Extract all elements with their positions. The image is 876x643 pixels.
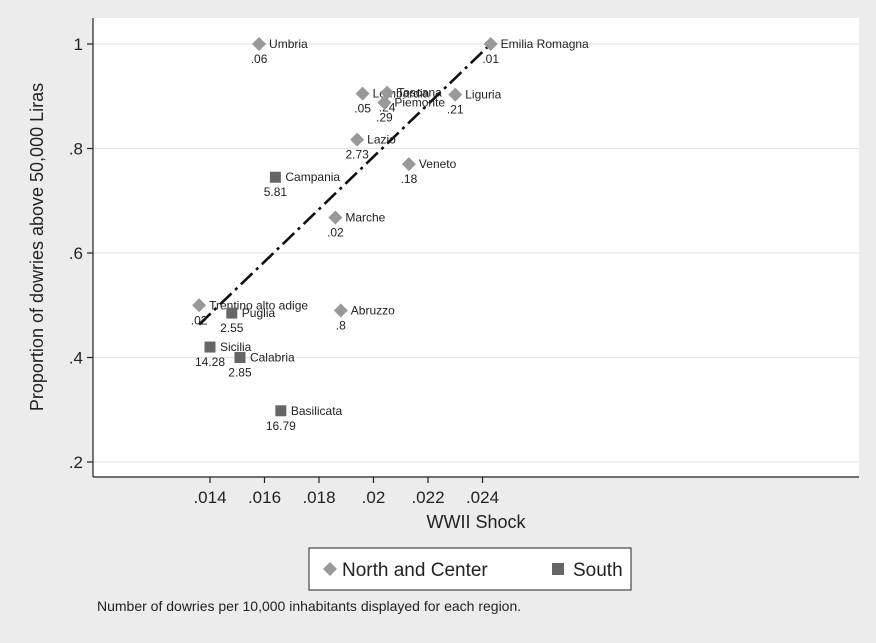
region-label: Basilicata: [291, 404, 343, 418]
dowry-count-label: 5.81: [264, 185, 288, 199]
dowry-count-label: .8: [336, 318, 346, 332]
region-label: Puglia: [242, 306, 276, 320]
y-tick-label: 1: [74, 35, 83, 54]
x-tick-label: .022: [411, 488, 444, 507]
data-point-diamond: [192, 298, 207, 313]
region-label: Marche: [345, 210, 385, 224]
region-label: Sicilia: [220, 340, 252, 354]
legend-square-icon: [552, 563, 564, 575]
region-label: Emilia Romagna: [501, 37, 589, 51]
dowry-count-label: 16.79: [266, 419, 296, 433]
data-point-diamond: [483, 37, 498, 51]
data-point-diamond: [350, 132, 365, 147]
y-tick-label: .6: [69, 244, 83, 263]
y-axis-ticks: .2 .4 .6 .8 1: [69, 35, 93, 472]
data-point-square: [234, 352, 246, 363]
x-tick-label: .02: [362, 488, 386, 507]
dowry-count-label: 14.28: [195, 355, 225, 369]
fit-line: [198, 43, 492, 326]
data-point-diamond: [377, 95, 392, 110]
data-point-diamond: [401, 157, 416, 172]
region-label: Piemonte: [394, 96, 445, 110]
dowry-count-label: .02: [327, 225, 344, 239]
x-tick-label: .014: [193, 488, 226, 507]
legend-diamond-icon: [323, 562, 337, 576]
y-tick-label: .8: [69, 140, 83, 159]
region-label: Liguria: [465, 88, 501, 102]
dowry-count-label: .01: [482, 52, 499, 66]
data-point-square: [269, 171, 281, 183]
chart-note: Number of dowries per 10,000 inhabitants…: [97, 598, 521, 614]
data-point-diamond: [252, 37, 267, 51]
region-label: Campania: [285, 170, 340, 184]
x-tick-label: .016: [248, 488, 281, 507]
region-label: Abruzzo: [351, 303, 395, 317]
region-label: Calabria: [250, 351, 295, 365]
y-tick-label: .4: [69, 349, 83, 368]
legend-label-north: North and Center: [342, 560, 488, 581]
axes: [92, 18, 859, 478]
data-point-square: [275, 405, 287, 417]
data-point-diamond: [448, 87, 463, 102]
dowry-count-label: .02: [191, 313, 208, 327]
dowry-count-label: 2.85: [228, 366, 252, 380]
y-tick-label: .2: [69, 453, 83, 472]
y-axis-title: Proportion of dowries above 50,000 Liras: [27, 83, 47, 411]
dowry-count-label: .06: [251, 52, 268, 66]
x-axis-title: WWII Shock: [426, 512, 526, 532]
data-point-diamond: [328, 210, 343, 225]
region-label: Toscana: [397, 86, 442, 100]
x-tick-label: .024: [466, 488, 499, 507]
dowry-count-label: .18: [401, 172, 418, 186]
data-point-square: [226, 307, 238, 319]
dowry-count-label: .29: [376, 111, 393, 125]
dowry-count-label: 2.55: [220, 321, 244, 335]
grid: [93, 43, 859, 463]
data-point-diamond: [355, 86, 370, 101]
region-label: Umbria: [269, 37, 308, 51]
data-point-diamond: [333, 303, 348, 318]
data-point-square: [204, 341, 216, 353]
x-tick-label: .018: [302, 488, 335, 507]
fit-line-segment: [198, 43, 492, 326]
data-point-diamond: [380, 85, 395, 100]
dowry-count-label: .05: [354, 102, 371, 116]
x-axis-ticks: .014 .016 .018 .02 .022 .024: [193, 477, 499, 507]
region-label: Lazio: [367, 133, 396, 147]
region-label: Veneto: [419, 157, 457, 171]
dowry-count-label: 2.73: [345, 148, 369, 162]
legend-label-south: South: [573, 560, 623, 581]
dowry-count-label: .21: [447, 103, 464, 117]
plot-area: [93, 18, 859, 477]
legend: North and Center South: [308, 547, 632, 591]
